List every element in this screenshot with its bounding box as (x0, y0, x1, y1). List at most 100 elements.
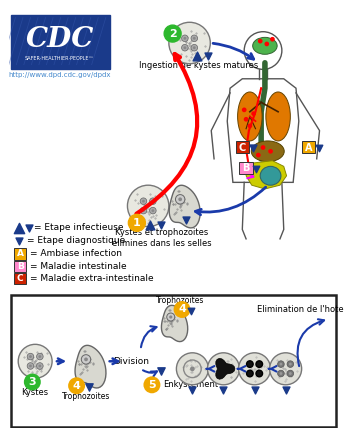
Circle shape (256, 153, 261, 157)
Circle shape (183, 46, 186, 49)
Point (250, 144, 255, 151)
Point (16, 224, 22, 231)
Text: 3: 3 (28, 377, 36, 387)
Point (316, 144, 321, 151)
Circle shape (256, 370, 262, 377)
Circle shape (149, 207, 156, 214)
Text: http://www.dpd.cdc.gov/dpdx: http://www.dpd.cdc.gov/dpdx (8, 72, 111, 78)
Text: Trophozoites: Trophozoites (156, 295, 204, 305)
Polygon shape (169, 185, 200, 228)
Point (16, 237, 22, 244)
Point (283, 386, 288, 393)
Circle shape (36, 353, 43, 360)
Circle shape (208, 353, 239, 385)
Point (190, 386, 195, 393)
Circle shape (128, 214, 145, 232)
Circle shape (38, 365, 41, 367)
Text: Division: Division (113, 357, 149, 366)
Circle shape (280, 372, 282, 375)
FancyBboxPatch shape (14, 248, 26, 260)
Circle shape (278, 370, 284, 377)
Circle shape (142, 200, 145, 202)
Text: B: B (17, 262, 23, 271)
Point (183, 217, 189, 224)
Text: = Maladie extra-intestinale: = Maladie extra-intestinale (30, 274, 154, 283)
Circle shape (246, 370, 253, 377)
Circle shape (38, 355, 41, 358)
FancyBboxPatch shape (236, 141, 249, 153)
Circle shape (178, 198, 182, 201)
Circle shape (246, 361, 253, 367)
Ellipse shape (251, 141, 284, 162)
Circle shape (169, 315, 172, 318)
Polygon shape (216, 359, 235, 379)
Circle shape (164, 25, 181, 42)
Circle shape (149, 198, 156, 205)
Point (221, 386, 226, 393)
FancyBboxPatch shape (11, 15, 110, 69)
Text: = Maladie intestinale: = Maladie intestinale (30, 262, 127, 271)
Circle shape (239, 353, 271, 385)
Circle shape (289, 363, 292, 366)
Text: CDC: CDC (26, 26, 94, 53)
Point (86, 383, 92, 390)
Polygon shape (246, 161, 287, 189)
Text: 4: 4 (178, 304, 186, 314)
Circle shape (81, 355, 91, 364)
Circle shape (144, 376, 160, 393)
Text: A: A (16, 250, 23, 258)
Circle shape (251, 111, 256, 116)
FancyBboxPatch shape (14, 273, 26, 284)
Circle shape (183, 37, 186, 40)
Circle shape (182, 45, 188, 51)
Text: C: C (239, 142, 246, 153)
Circle shape (244, 117, 248, 122)
Circle shape (29, 365, 32, 367)
Circle shape (191, 45, 198, 51)
Text: Kystes et trophozoites
elimines dans les selles: Kystes et trophozoites elimines dans les… (112, 228, 211, 247)
Text: 1: 1 (133, 218, 141, 228)
Circle shape (265, 41, 269, 46)
Circle shape (84, 358, 88, 361)
Circle shape (261, 145, 265, 150)
Text: 4: 4 (73, 381, 80, 391)
FancyBboxPatch shape (302, 141, 315, 153)
Circle shape (191, 35, 198, 41)
Point (189, 308, 194, 315)
Circle shape (18, 344, 52, 378)
Text: Ingestion de kystes matures: Ingestion de kystes matures (139, 61, 259, 70)
Circle shape (29, 355, 32, 358)
Text: B: B (243, 163, 250, 173)
Ellipse shape (260, 166, 281, 185)
Circle shape (36, 363, 43, 369)
Circle shape (287, 370, 294, 377)
Circle shape (27, 363, 34, 369)
Text: 5: 5 (148, 380, 156, 390)
Text: Trophozoites: Trophozoites (62, 392, 110, 400)
FancyBboxPatch shape (14, 261, 26, 272)
Point (159, 367, 164, 374)
Circle shape (289, 372, 292, 375)
Circle shape (247, 123, 252, 128)
Point (159, 221, 164, 228)
Point (252, 386, 257, 393)
Text: Enkystement: Enkystement (163, 380, 218, 389)
Circle shape (280, 363, 282, 366)
Text: A: A (304, 142, 312, 153)
Circle shape (174, 301, 190, 318)
Circle shape (167, 313, 175, 321)
Circle shape (278, 361, 284, 367)
Text: = Etape diagnostique: = Etape diagnostique (27, 236, 125, 245)
Circle shape (152, 200, 154, 202)
Circle shape (270, 37, 275, 41)
Circle shape (140, 198, 147, 205)
Point (254, 166, 259, 173)
Circle shape (182, 35, 188, 41)
Circle shape (268, 149, 273, 153)
Text: = Etape infectieuse: = Etape infectieuse (34, 223, 124, 232)
Circle shape (169, 22, 210, 64)
Point (205, 52, 211, 60)
Circle shape (190, 366, 195, 371)
Circle shape (175, 194, 185, 204)
Circle shape (270, 353, 302, 385)
